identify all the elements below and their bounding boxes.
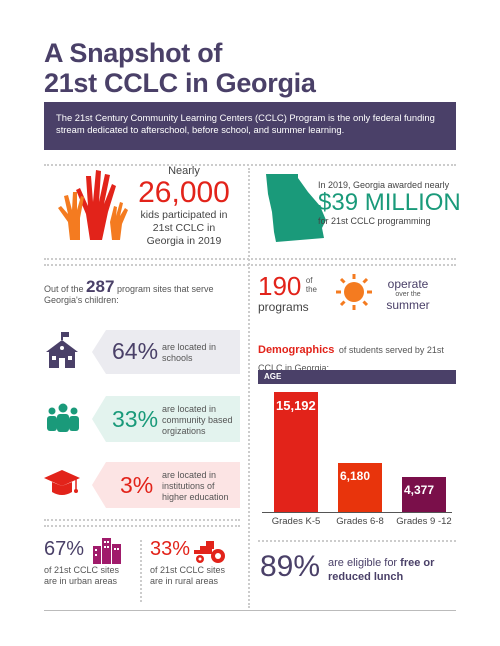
funding-block: In 2019, Georgia awarded nearly $39 MILL… <box>318 180 468 226</box>
divider <box>44 264 456 266</box>
lunch-text-bold: free or reduced lunch <box>328 557 435 583</box>
x-tick-label: Grades 9 -12 <box>396 516 452 527</box>
x-axis-line <box>262 512 452 513</box>
bar-0 <box>274 392 318 512</box>
demographics-title: Demographics <box>258 344 335 356</box>
summer-operate: operate <box>387 277 429 291</box>
community-icon <box>44 402 82 434</box>
summer-operate-block: operate over the summer <box>378 277 438 312</box>
divider <box>44 258 456 260</box>
sites-intro: Out of the 287 program sites that serve … <box>44 278 234 306</box>
funding-amount: $39 MILLION <box>318 189 461 216</box>
vertical-divider <box>140 540 142 602</box>
location-row-schools: 64% are located in schools <box>92 330 240 374</box>
bar-value-label: 6,180 <box>340 469 371 483</box>
sun-icon <box>334 272 374 312</box>
lunch-text-pre: are eligible for <box>328 557 398 569</box>
location-row-higher-ed: 3% are located in institutions of higher… <box>92 462 240 508</box>
lunch-text: are eligible for free or reduced lunch <box>328 556 458 584</box>
location-text: are located in institutions of higher ed… <box>162 470 229 502</box>
summer-season: summer <box>386 298 430 312</box>
bar-value-label: 15,192 <box>276 398 316 413</box>
georgia-map-icon <box>262 172 332 244</box>
summer-block: 190 of the programs <box>258 272 328 314</box>
divider <box>258 540 456 542</box>
city-buildings-icon <box>92 536 122 564</box>
rural-text: of 21st CCLC sites are in rural areas <box>150 565 226 586</box>
location-text: are located in community based orgizatio… <box>162 404 233 436</box>
intro-banner: The 21st Century Community Learning Cent… <box>44 102 456 150</box>
location-text: are located in schools <box>162 342 217 363</box>
summer-number: 190 <box>258 271 302 301</box>
raised-hands-icon <box>50 162 130 242</box>
title-line-1: A Snapshot of <box>44 38 223 68</box>
age-bar-chart: 15,192 Grades K-5 6,180 Grades 6-8 4,377 Grad… <box>258 384 456 534</box>
page-title: A Snapshot of 21st CCLC in Georgia <box>44 38 316 98</box>
divider <box>44 164 456 166</box>
demographics-heading: Demographics of students served by 21st … <box>258 340 458 376</box>
graduation-cap-icon <box>42 466 82 500</box>
location-row-community: 33% are located in community based orgiz… <box>92 396 240 442</box>
divider <box>44 519 240 521</box>
urban-block: 67% of 21st CCLC sites are in urban area… <box>44 538 134 587</box>
vertical-divider <box>248 168 250 608</box>
bar-1 <box>338 463 382 512</box>
location-pct: 3% <box>120 472 154 498</box>
summer-the: the <box>305 285 317 294</box>
school-icon <box>44 330 80 370</box>
x-tick-label: Grades 6-8 <box>336 516 384 527</box>
rural-pct: 33% <box>150 538 191 560</box>
x-tick-label: Grades K-5 <box>271 516 321 527</box>
demographics-subtitle: of students served by 21st CCLC in Georg… <box>258 345 444 373</box>
divider <box>44 525 240 527</box>
summer-programs: programs <box>258 300 309 314</box>
summer-of: of <box>305 276 313 285</box>
funding-line-1: In 2019, Georgia awarded nearly <box>318 180 450 190</box>
participation-text: kids participated in 21st CCLC in Georgi… <box>140 209 228 247</box>
summer-over-the: over the <box>395 291 421 298</box>
sites-count: 287 <box>86 277 115 296</box>
tractor-icon <box>192 540 228 564</box>
funding-line-2: for 21st CCLC programming <box>318 216 431 226</box>
urban-text: of 21st CCLC sites are in urban areas <box>44 565 120 586</box>
rural-block: 33% of 21st CCLC sites are in rural area… <box>150 538 240 587</box>
summer-of-the: of the <box>306 276 317 294</box>
age-header: AGE <box>258 370 456 384</box>
location-pct: 33% <box>112 406 159 432</box>
sites-intro-post: program sites that serve Georgia's child… <box>44 284 214 305</box>
sites-intro-pre: Out of the <box>44 284 84 294</box>
urban-pct: 67% <box>44 538 85 560</box>
location-pct: 64% <box>112 338 159 364</box>
participation-block: Nearly 26,000 kids participated in 21st … <box>134 165 234 248</box>
title-line-2: 21st CCLC in Georgia <box>44 68 316 98</box>
participation-number: 26,000 <box>138 176 230 209</box>
footer-line <box>44 610 456 611</box>
bar-value-label: 4,377 <box>404 483 435 497</box>
participation-prefix: Nearly <box>168 165 200 177</box>
bar-2 <box>402 477 446 512</box>
lunch-pct: 89% <box>260 550 321 583</box>
